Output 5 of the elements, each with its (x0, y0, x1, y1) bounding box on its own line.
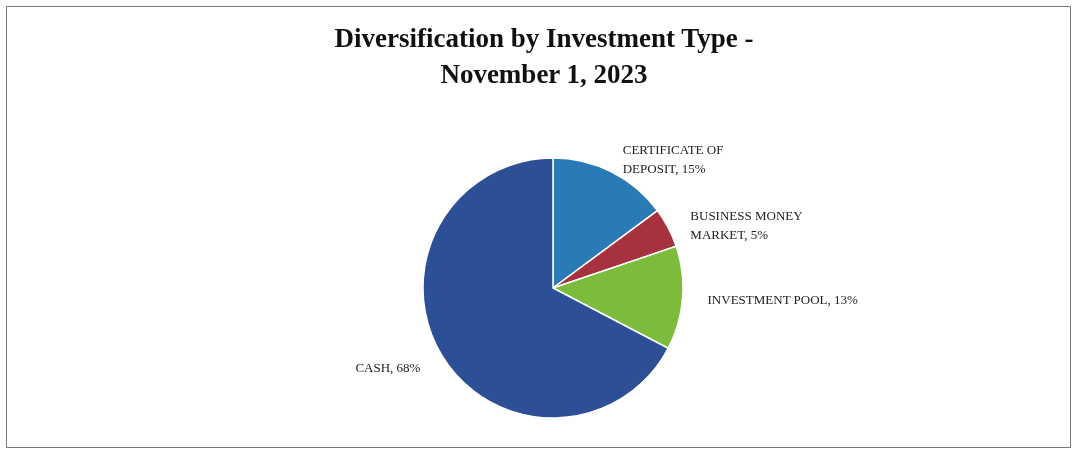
slice-label: CASH, 68% (355, 360, 421, 376)
slice-label: INVESTMENT POOL, 13% (707, 292, 859, 308)
chart-title: Diversification by Investment Type - November 1, 2023 (334, 23, 754, 89)
slice-label: CERTIFICATE OF DEPOSIT, 15% (622, 141, 724, 176)
slice-label: BUSINESS MONEY MARKET, 5% (690, 208, 804, 243)
